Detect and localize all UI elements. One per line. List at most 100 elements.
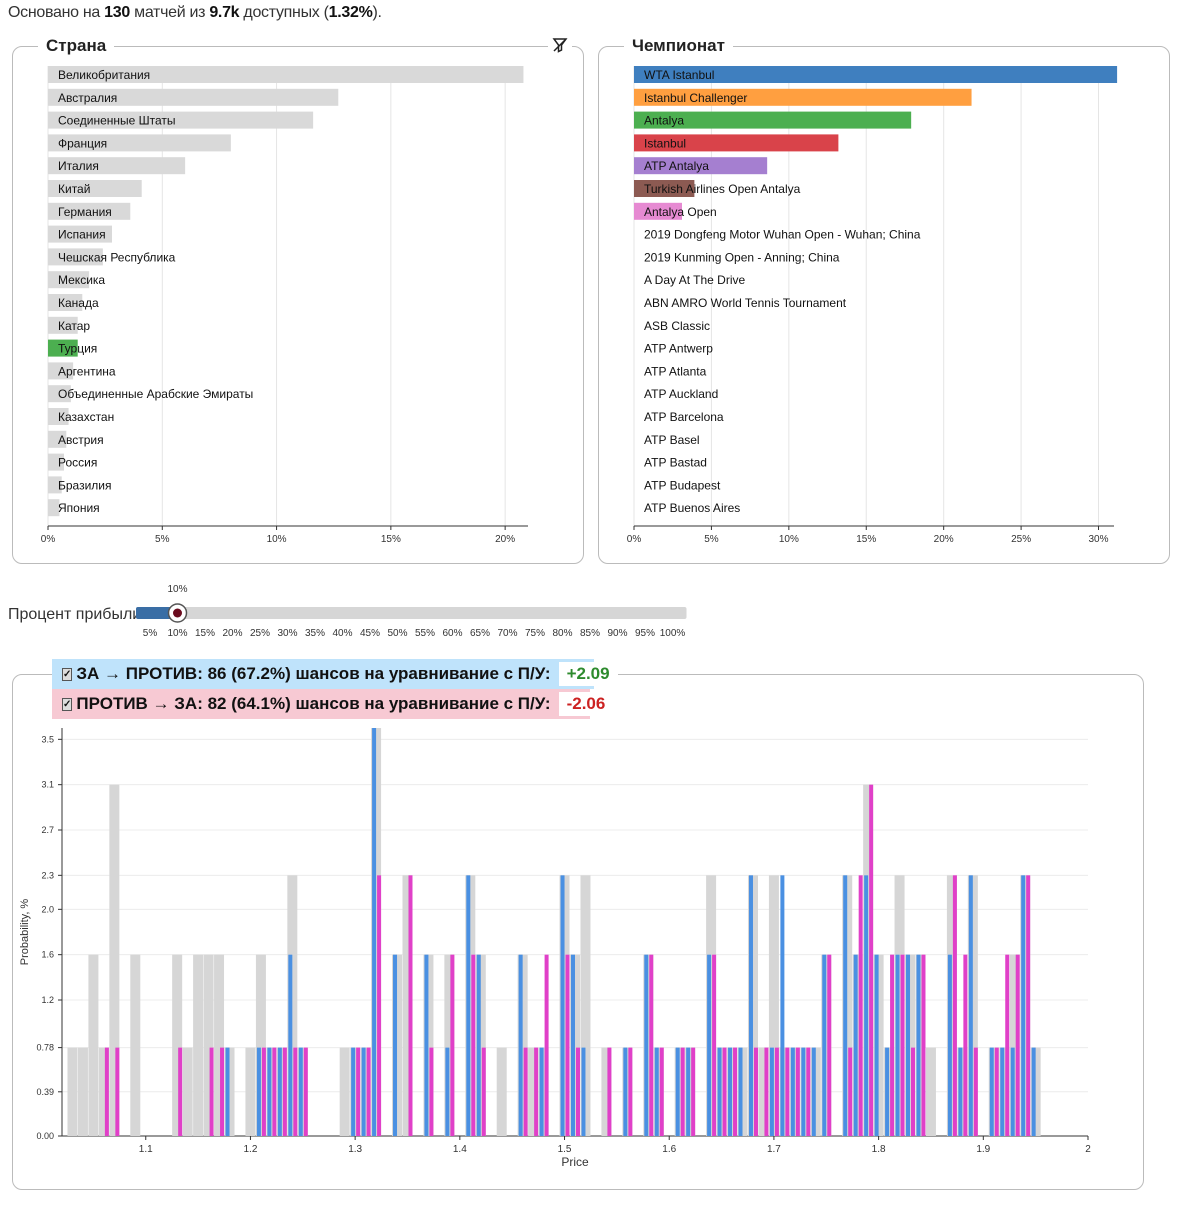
x-tick-label: 5% bbox=[155, 534, 170, 545]
histogram-bar bbox=[806, 1047, 811, 1136]
championship-chart[interactable]: 0% 5% 10% 15% 20% 25% 30% WTA Istanbul Istanbul … bbox=[606, 58, 1166, 558]
histogram-bar bbox=[790, 1047, 795, 1136]
championship-panel-title: Чемпионат bbox=[624, 36, 733, 56]
bar-label: Великобритания bbox=[58, 68, 150, 82]
histogram-bar bbox=[98, 1047, 109, 1136]
y-tick-label: 1.6 bbox=[41, 950, 54, 960]
bar-label: Казахстан bbox=[58, 410, 114, 424]
histogram-bar bbox=[220, 1047, 225, 1136]
protiv-value: -2.06 bbox=[558, 692, 614, 716]
slider-tick-label: 15% bbox=[195, 628, 215, 639]
za-value: +2.09 bbox=[558, 662, 618, 686]
bar-label: Китай bbox=[58, 182, 90, 196]
histogram-bar bbox=[885, 1047, 890, 1136]
bar-label: Istanbul bbox=[644, 136, 686, 150]
bar-label: Австралия bbox=[58, 91, 117, 105]
histogram-bar bbox=[544, 954, 549, 1136]
profit-slider[interactable]: 10% 5% 10% 15% 20% 25% 30% 35% 40% 45% 50% 55% 60% 65… bbox=[132, 580, 702, 640]
y-tick-label: 0.39 bbox=[36, 1087, 54, 1097]
bar-label: Турция bbox=[58, 342, 97, 356]
x-tick-label: 1.3 bbox=[348, 1144, 362, 1155]
bar-label: Франция bbox=[58, 136, 107, 150]
y-tick-label: 0.78 bbox=[36, 1043, 54, 1053]
x-tick-label: 1.4 bbox=[453, 1144, 467, 1155]
histogram-bar bbox=[989, 1047, 994, 1136]
histogram-bar bbox=[523, 1047, 528, 1136]
y-axis-title: Probability, % bbox=[19, 899, 31, 966]
histogram-bar bbox=[607, 1047, 612, 1136]
bar-label: Канада bbox=[58, 296, 99, 310]
histogram-bar bbox=[209, 1047, 214, 1136]
bar bbox=[48, 134, 231, 152]
histogram-bar bbox=[973, 1047, 978, 1136]
histogram-bar bbox=[393, 954, 398, 1136]
za-checkbox[interactable]: ✓ bbox=[62, 667, 73, 681]
price-histogram[interactable]: 0.00 0.39 0.78 1.2 1.6 2.0 2.3 2.7 3.1 3.5 1.1 1.2 1… bbox=[14, 718, 1134, 1178]
histogram-bar bbox=[466, 875, 471, 1136]
slider-tick-label: 20% bbox=[222, 628, 242, 639]
protiv-checkbox[interactable]: ✓ bbox=[62, 697, 73, 711]
bar bbox=[48, 362, 74, 380]
histogram-bar bbox=[1021, 875, 1026, 1136]
slider-tick-label: 50% bbox=[387, 628, 407, 639]
x-tick-label: 0% bbox=[41, 534, 56, 545]
histogram-bar bbox=[172, 954, 183, 1136]
histogram-bar bbox=[712, 954, 717, 1136]
legend-protiv[interactable]: ✓ ПРОТИВ → ЗА: 82 (64.1%) шансов на урав… bbox=[52, 689, 614, 719]
histogram-bar bbox=[900, 954, 905, 1136]
bar-label: Бразилия bbox=[58, 478, 112, 492]
histogram-bar bbox=[580, 875, 591, 1136]
bar-label: Австрия bbox=[58, 433, 104, 447]
country-panel bbox=[12, 46, 584, 564]
x-tick-label: 30% bbox=[1089, 534, 1109, 545]
slider-tick-label: 60% bbox=[442, 628, 462, 639]
histogram-bar bbox=[481, 1047, 486, 1136]
bar-label: ATP Atlanta bbox=[644, 364, 707, 378]
histogram-bar bbox=[267, 1047, 272, 1136]
histogram-bar bbox=[858, 875, 863, 1136]
histogram-bar bbox=[628, 1047, 633, 1136]
histogram-bar bbox=[921, 954, 926, 1136]
histogram-bar bbox=[277, 1047, 282, 1136]
legend-za[interactable]: ✓ ЗА → ПРОТИВ: 86 (67.2%) шансов на урав… bbox=[52, 659, 618, 689]
slider-tick-label: 40% bbox=[332, 628, 352, 639]
summary-suffix2: ). bbox=[372, 4, 382, 21]
x-tick-label: 15% bbox=[856, 534, 876, 545]
histogram-bar bbox=[130, 954, 141, 1136]
bar bbox=[48, 202, 131, 220]
histogram-bar bbox=[88, 954, 99, 1136]
histogram-bar bbox=[906, 954, 911, 1136]
y-tick-label: 2.3 bbox=[41, 870, 54, 880]
histogram-bar bbox=[795, 1047, 800, 1136]
clear-filter-icon[interactable] bbox=[548, 37, 572, 57]
x-tick-label: 1.8 bbox=[872, 1144, 886, 1155]
bar-label: ATP Antalya bbox=[644, 159, 709, 173]
country-chart[interactable]: 0% 5% 10% 15% 20% Великобритания Австралия Соед… bbox=[20, 58, 580, 558]
histogram-bar bbox=[77, 1047, 88, 1136]
histogram-bar bbox=[686, 1047, 691, 1136]
histogram-bar bbox=[372, 728, 377, 1136]
histogram-bar bbox=[256, 1047, 261, 1136]
histogram-bar bbox=[339, 1047, 350, 1136]
bar-label: ATP Buenos Aires bbox=[644, 501, 740, 515]
histogram-bar bbox=[1010, 1047, 1015, 1136]
bar-label: 2019 Dongfeng Motor Wuhan Open - Wuhan; … bbox=[644, 228, 921, 242]
slider-tick-label: 25% bbox=[250, 628, 270, 639]
histogram-bar bbox=[649, 954, 654, 1136]
histogram-bar bbox=[518, 954, 523, 1136]
bar-label: ASB Classic bbox=[644, 319, 710, 333]
histogram-bar bbox=[109, 784, 120, 1136]
y-tick-label: 0.00 bbox=[36, 1131, 54, 1141]
histogram-bar bbox=[659, 1047, 664, 1136]
histogram-bar bbox=[768, 875, 779, 1136]
x-tick-label: 25% bbox=[1011, 534, 1031, 545]
histogram-bar bbox=[450, 954, 455, 1136]
histogram-bar bbox=[408, 875, 413, 1136]
histogram-bar bbox=[769, 1047, 774, 1136]
y-tick-label: 2.0 bbox=[41, 904, 54, 914]
slider-tick-label: 75% bbox=[525, 628, 545, 639]
histogram-bar bbox=[1031, 1047, 1036, 1136]
bar bbox=[48, 430, 67, 448]
histogram-bar bbox=[356, 1047, 361, 1136]
bar-label: Объединенные Арабские Эмираты bbox=[58, 387, 253, 401]
